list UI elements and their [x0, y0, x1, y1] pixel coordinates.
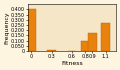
Bar: [101, 23, 110, 51]
Bar: [88, 33, 97, 51]
Y-axis label: Frequency: Frequency: [4, 11, 9, 44]
Bar: [81, 41, 90, 51]
X-axis label: Fitness: Fitness: [61, 61, 83, 66]
Bar: [47, 50, 56, 51]
Bar: [27, 9, 36, 51]
